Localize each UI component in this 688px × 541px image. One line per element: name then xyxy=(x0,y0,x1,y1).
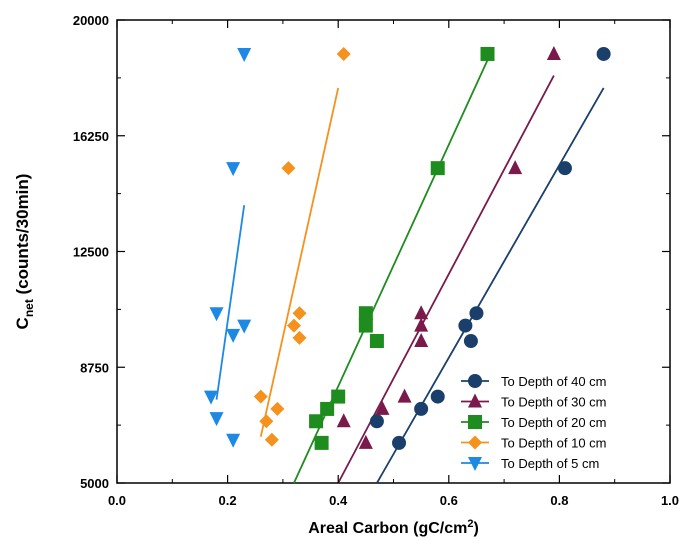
data-point-series-2 xyxy=(358,306,373,321)
data-point-series-4 xyxy=(226,433,241,448)
data-point-series-1 xyxy=(414,333,429,348)
x-tick-label: 0.8 xyxy=(550,493,568,508)
data-point-series-1 xyxy=(414,317,429,332)
data-point-series-1 xyxy=(358,434,373,449)
x-tick-label: 0.4 xyxy=(329,493,348,508)
data-point-series-4 xyxy=(237,319,252,334)
data-point-series-0 xyxy=(369,414,384,429)
legend-label: To Depth of 10 cm xyxy=(501,436,607,451)
data-point-series-0 xyxy=(430,389,445,404)
data-point-series-4 xyxy=(209,307,224,322)
data-point-series-4 xyxy=(226,162,241,177)
x-tick-label: 0.6 xyxy=(440,493,458,508)
data-point-series-1 xyxy=(414,305,429,320)
plot-frame xyxy=(116,19,671,484)
data-point-series-3 xyxy=(270,401,285,416)
x-axis-title: Areal Carbon (gC/cm2) xyxy=(308,518,479,537)
legend-label: To Depth of 30 cm xyxy=(501,395,607,410)
legend-label: To Depth of 20 cm xyxy=(501,415,607,430)
data-point-series-0 xyxy=(596,46,611,61)
data-point-series-2 xyxy=(314,435,329,450)
fit-line-series-3 xyxy=(259,87,340,437)
data-point-series-3 xyxy=(336,46,351,61)
data-point-series-4 xyxy=(226,328,241,343)
fit-line-series-4 xyxy=(215,205,246,400)
data-point-series-1 xyxy=(336,413,351,428)
data-point-series-0 xyxy=(458,318,473,333)
data-point-series-2 xyxy=(320,401,335,416)
legend-marker xyxy=(468,435,482,450)
x-tick-label: 0.0 xyxy=(108,493,126,508)
data-point-series-2 xyxy=(358,318,373,333)
data-point-series-2 xyxy=(331,389,346,404)
legend-marker xyxy=(468,415,482,429)
legend: To Depth of 40 cm To Depth of 30 cm To Dep… xyxy=(461,374,607,471)
data-point-series-0 xyxy=(414,401,429,416)
y-tick-label: 5000 xyxy=(80,476,109,491)
legend-label: To Depth of 40 cm xyxy=(501,374,607,389)
data-point-series-0 xyxy=(469,306,484,321)
legend-marker xyxy=(468,374,482,388)
y-axis-title: Cnet (counts/30min) xyxy=(13,174,36,330)
fit-line-series-0 xyxy=(376,87,605,484)
y-tick-label: 12500 xyxy=(73,245,109,260)
data-point-series-2 xyxy=(309,414,324,429)
data-point-series-4 xyxy=(209,412,224,427)
data-point-series-0 xyxy=(557,161,572,176)
legend-marker xyxy=(468,457,482,471)
data-point-series-2 xyxy=(369,334,384,349)
x-tick-label: 1.0 xyxy=(661,493,679,508)
data-point-series-3 xyxy=(292,330,307,345)
legend-marker xyxy=(468,393,482,408)
plot-area xyxy=(116,19,671,484)
data-point-series-1 xyxy=(375,400,390,415)
data-point-series-0 xyxy=(392,435,407,450)
data-point-series-3 xyxy=(281,161,296,176)
legend-label: To Depth of 5 cm xyxy=(501,456,599,471)
data-point-series-3 xyxy=(259,414,274,429)
data-point-series-2 xyxy=(430,161,445,176)
axis-titles: Areal Carbon (gC/cm2) Cnet (counts/30min… xyxy=(13,174,479,537)
y-tick-label: 16250 xyxy=(73,129,109,144)
data-point-series-4 xyxy=(204,390,219,405)
data-point-series-3 xyxy=(286,318,301,333)
data-point-series-0 xyxy=(463,334,478,349)
data-point-series-1 xyxy=(508,160,523,175)
y-tick-label: 20000 xyxy=(73,13,109,28)
data-point-series-2 xyxy=(480,46,495,61)
data-point-series-3 xyxy=(253,389,268,404)
x-tick-label: 0.2 xyxy=(219,493,237,508)
y-tick-label: 8750 xyxy=(80,360,109,375)
axes: 0.0 0.2 0.4 0.6 0.8 1.0 5000 8750 12500 16250 2000… xyxy=(73,13,679,508)
data-point-series-1 xyxy=(397,388,412,403)
data-point-series-4 xyxy=(237,47,252,62)
data-point-series-3 xyxy=(292,306,307,321)
data-markers xyxy=(204,45,611,450)
data-point-series-3 xyxy=(264,432,279,447)
data-point-series-1 xyxy=(546,45,561,60)
